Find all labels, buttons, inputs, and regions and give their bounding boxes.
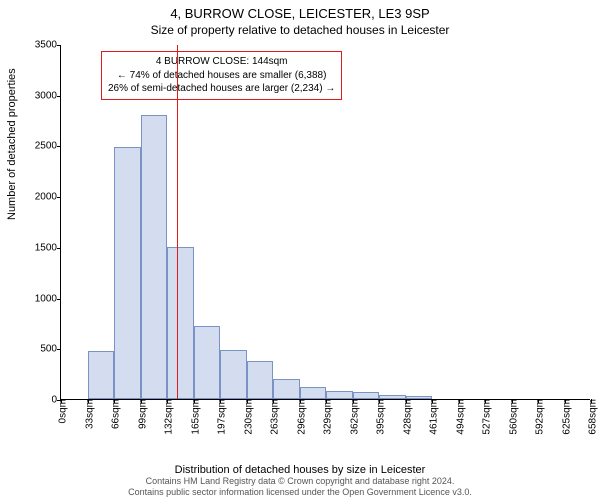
histogram-bar [114, 147, 141, 399]
annotation-line: ← 74% of detached houses are smaller (6,… [108, 69, 335, 83]
annotation-line: 26% of semi-detached houses are larger (… [108, 82, 335, 96]
x-tick-label: 625sqm [557, 399, 572, 435]
x-tick-label: 527sqm [478, 399, 493, 435]
x-tick-label: 461sqm [425, 399, 440, 435]
x-tick-label: 296sqm [292, 399, 307, 435]
histogram-bar [141, 115, 168, 399]
reference-line [177, 45, 179, 399]
x-tick-label: 592sqm [531, 399, 546, 435]
y-tick-mark [57, 146, 61, 147]
chart-plot-area: 4 BURROW CLOSE: 144sqm← 74% of detached … [60, 45, 590, 400]
y-tick-mark [57, 96, 61, 97]
histogram-bar [88, 351, 115, 399]
x-tick-label: 230sqm [239, 399, 254, 435]
histogram-bar [167, 247, 194, 399]
x-axis-label: Distribution of detached houses by size … [0, 464, 600, 476]
x-tick-label: 132sqm [160, 399, 175, 435]
footer-line-2: Contains public sector information licen… [0, 487, 600, 498]
x-tick-label: 99sqm [133, 399, 148, 429]
x-tick-label: 66sqm [107, 399, 122, 429]
x-tick-label: 329sqm [319, 399, 334, 435]
annotation-line: 4 BURROW CLOSE: 144sqm [108, 55, 335, 69]
histogram-bar [326, 391, 353, 399]
histogram-bar [273, 379, 300, 399]
chart-title-main: 4, BURROW CLOSE, LEICESTER, LE3 9SP [0, 0, 600, 21]
annotation-box: 4 BURROW CLOSE: 144sqm← 74% of detached … [101, 51, 342, 100]
y-tick-mark [57, 45, 61, 46]
y-tick-mark [57, 197, 61, 198]
footer-attribution: Contains HM Land Registry data © Crown c… [0, 476, 600, 498]
histogram-bar [353, 392, 380, 399]
footer-line-1: Contains HM Land Registry data © Crown c… [0, 476, 600, 487]
x-tick-label: 0sqm [54, 399, 69, 423]
x-tick-label: 33sqm [80, 399, 95, 429]
y-tick-mark [57, 248, 61, 249]
x-tick-label: 560sqm [504, 399, 519, 435]
x-tick-label: 263sqm [266, 399, 281, 435]
x-tick-label: 362sqm [345, 399, 360, 435]
x-tick-label: 428sqm [398, 399, 413, 435]
histogram-bar [379, 395, 406, 399]
x-tick-label: 658sqm [584, 399, 599, 435]
histogram-bar [220, 350, 247, 399]
chart-title-sub: Size of property relative to detached ho… [0, 21, 600, 37]
histogram-bar [247, 361, 274, 399]
x-tick-label: 494sqm [451, 399, 466, 435]
histogram-bar [300, 387, 327, 399]
y-tick-mark [57, 349, 61, 350]
y-axis-label: Number of detached properties [6, 68, 18, 220]
x-tick-label: 395sqm [372, 399, 387, 435]
x-tick-label: 165sqm [186, 399, 201, 435]
x-tick-label: 197sqm [213, 399, 228, 435]
histogram-bar [194, 326, 221, 399]
histogram-bar [406, 396, 433, 399]
y-tick-mark [57, 299, 61, 300]
